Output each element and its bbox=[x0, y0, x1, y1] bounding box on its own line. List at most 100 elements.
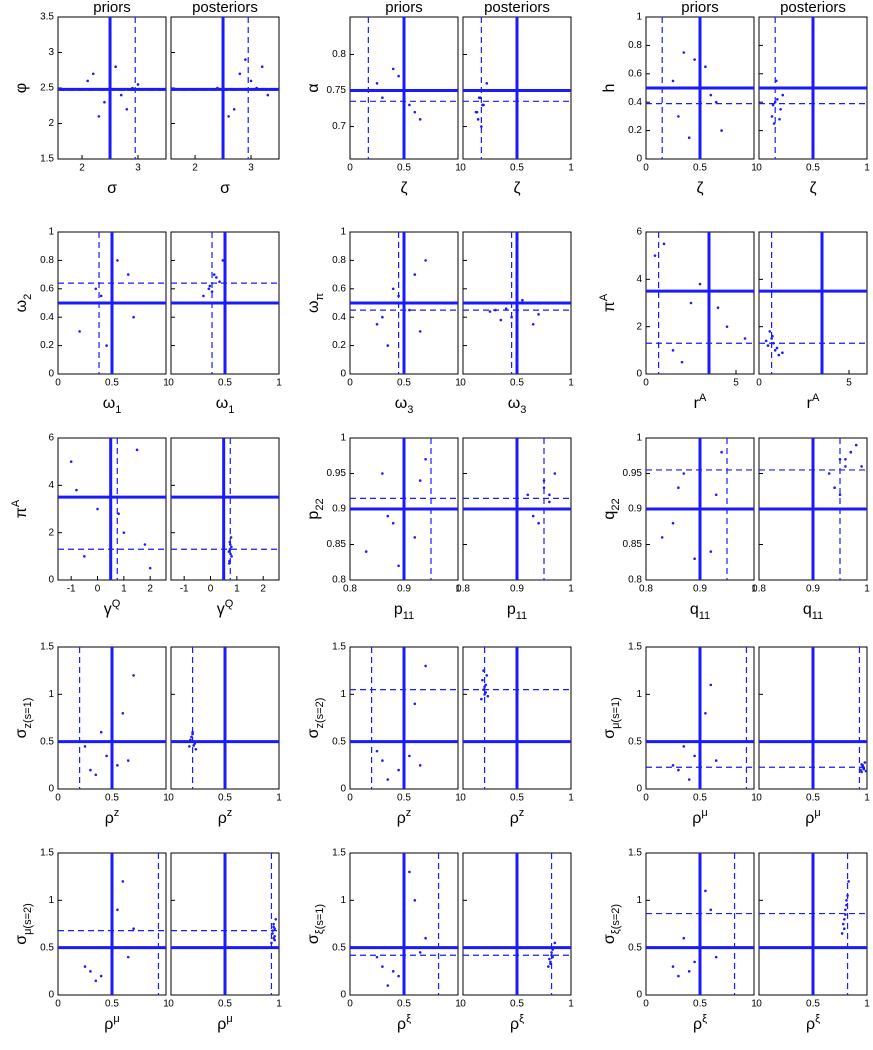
y-tick-label: 0 bbox=[340, 369, 346, 380]
point bbox=[413, 899, 417, 902]
point bbox=[854, 443, 858, 447]
point bbox=[843, 927, 846, 931]
panel-frame bbox=[758, 231, 868, 375]
axis-label: ζ bbox=[400, 180, 407, 197]
axis-label: q11 bbox=[803, 601, 823, 622]
label-sup: μ bbox=[226, 1013, 232, 1025]
y-tick-label: 1 bbox=[48, 689, 54, 700]
point bbox=[504, 307, 508, 310]
point bbox=[687, 970, 691, 973]
y-tick-label: 1.5 bbox=[628, 642, 642, 653]
label-text: σ bbox=[13, 728, 30, 738]
point bbox=[660, 536, 664, 539]
y-tick-label: 1 bbox=[48, 227, 54, 238]
y-tick-label: 6 bbox=[636, 227, 642, 238]
point bbox=[480, 125, 483, 128]
label-text: ρ bbox=[693, 1016, 702, 1033]
point bbox=[841, 922, 845, 926]
point bbox=[212, 273, 216, 276]
label-sub: ξ(s=2) bbox=[610, 904, 622, 934]
x-tick-label: 0 bbox=[756, 793, 762, 804]
x-tick-label: 1 bbox=[455, 378, 461, 389]
y-tick-label: 1 bbox=[636, 433, 642, 444]
axis-label: ρξ bbox=[510, 1013, 524, 1033]
y-tick-label: 1 bbox=[48, 895, 54, 906]
label-text: π bbox=[13, 507, 30, 518]
x-tick-label: 0 bbox=[347, 999, 353, 1010]
label-sub: 3 bbox=[520, 404, 526, 416]
point bbox=[413, 536, 417, 539]
point bbox=[94, 287, 98, 291]
axis-label: q22 bbox=[601, 498, 622, 519]
point bbox=[381, 965, 384, 968]
y-tick-label: 1 bbox=[636, 12, 642, 23]
x-tick-label: 0.9 bbox=[806, 584, 820, 595]
axis-label: rA bbox=[694, 392, 707, 412]
y-tick-label: 1 bbox=[340, 433, 346, 444]
y-tick-label: 0.4 bbox=[332, 312, 346, 323]
point bbox=[188, 745, 191, 748]
point bbox=[860, 763, 863, 766]
point bbox=[126, 759, 130, 762]
point bbox=[548, 493, 551, 497]
label-text: σ bbox=[305, 934, 322, 944]
point bbox=[121, 880, 125, 883]
y-tick-label: 0.6 bbox=[40, 283, 54, 294]
y-tick-label: 2 bbox=[48, 118, 54, 129]
point bbox=[249, 79, 253, 83]
y-tick-label: 0.2 bbox=[332, 340, 346, 351]
point bbox=[191, 732, 194, 736]
label-sub: μ(s=2) bbox=[22, 903, 34, 935]
point bbox=[693, 557, 696, 560]
axis-label: ρz bbox=[105, 807, 120, 827]
point bbox=[844, 465, 847, 468]
point bbox=[862, 767, 866, 771]
axis-label: ρξ bbox=[806, 1013, 820, 1033]
point bbox=[386, 778, 390, 781]
y-tick-label: 0.5 bbox=[40, 942, 54, 953]
y-tick-label: 1.5 bbox=[628, 848, 642, 859]
point bbox=[116, 259, 119, 262]
point bbox=[521, 298, 524, 302]
y-tick-label: 0 bbox=[340, 990, 346, 1001]
x-tick-label: 0 bbox=[756, 999, 762, 1010]
axis-label: p22 bbox=[305, 498, 326, 519]
label-text: σ bbox=[13, 935, 30, 945]
x-tick-label: 1 bbox=[568, 378, 574, 389]
point bbox=[413, 702, 417, 706]
x-tick-label: 0 bbox=[55, 793, 61, 804]
x-tick-label: 0.5 bbox=[218, 793, 232, 804]
point bbox=[549, 960, 552, 964]
axis-label: ω3 bbox=[508, 395, 527, 416]
x-tick-label: 0 bbox=[168, 999, 174, 1010]
x-tick-label: 0.5 bbox=[397, 163, 411, 174]
x-tick-label: 0.5 bbox=[806, 793, 820, 804]
point bbox=[475, 110, 479, 114]
axis-label: ω1 bbox=[216, 395, 235, 416]
point bbox=[273, 938, 276, 942]
point bbox=[227, 550, 231, 553]
y-tick-label: 1 bbox=[340, 227, 346, 238]
point bbox=[99, 974, 103, 978]
point bbox=[714, 100, 718, 104]
label-text: ρ bbox=[217, 1016, 226, 1033]
point bbox=[698, 282, 702, 286]
x-tick-label: 0.8 bbox=[752, 584, 766, 595]
point bbox=[89, 768, 92, 772]
point bbox=[210, 290, 214, 293]
point bbox=[485, 674, 489, 677]
point bbox=[671, 79, 675, 83]
point bbox=[103, 100, 106, 104]
point bbox=[194, 747, 198, 751]
point bbox=[192, 744, 195, 747]
axis-label: α bbox=[305, 83, 322, 92]
label-text: γ bbox=[104, 601, 112, 618]
x-tick-label: 1 bbox=[276, 378, 282, 389]
point bbox=[228, 543, 232, 546]
axis-label: σξ(s=2) bbox=[601, 904, 622, 944]
label-sup: μ bbox=[113, 1013, 119, 1025]
x-tick-label: 1 bbox=[751, 999, 757, 1010]
y-tick-label: 0.8 bbox=[628, 40, 642, 51]
x-tick-label: 0 bbox=[55, 378, 61, 389]
y-tick-label: 0 bbox=[48, 990, 54, 1001]
